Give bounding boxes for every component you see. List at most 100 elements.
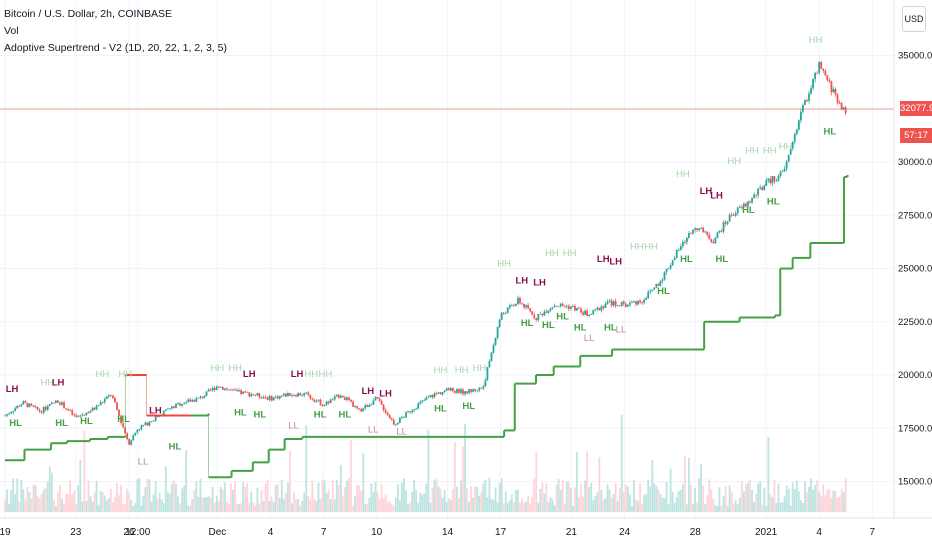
volume-bar	[545, 483, 548, 512]
volume-bar	[506, 502, 509, 512]
volume-bar	[683, 456, 686, 512]
candle-body	[651, 289, 654, 292]
supertrend-indicator-label[interactable]: Adoptive Supertrend - V2 (1D, 20, 22, 1,…	[4, 42, 227, 54]
candle-body	[89, 411, 92, 413]
swing-label-lh: LH	[597, 254, 610, 265]
candle-body	[69, 410, 72, 411]
volume-bar	[189, 505, 192, 512]
candle-body	[280, 395, 283, 397]
candle-body	[512, 305, 515, 306]
volume-bar	[270, 496, 273, 512]
volume-bar	[718, 487, 721, 512]
volume-bar	[439, 488, 442, 512]
symbol-title[interactable]: Bitcoin / U.S. Dollar, 2h, COINBASE	[4, 8, 173, 20]
candle-body	[193, 399, 196, 402]
candle-body	[380, 400, 383, 405]
swing-label-ll: LL	[138, 457, 149, 468]
swing-label-hl: HL	[604, 322, 617, 333]
candle-body	[107, 395, 110, 397]
candle-body	[276, 396, 279, 399]
candle-body	[681, 241, 684, 247]
candle-body	[698, 228, 701, 230]
volume-bar	[120, 484, 122, 512]
volume-bar	[291, 503, 293, 512]
volume-bar	[559, 489, 562, 512]
volume-bar	[130, 499, 133, 512]
volume-bar	[734, 500, 737, 512]
volume-bar	[401, 482, 403, 512]
volume-bars	[4, 415, 847, 512]
candle-body	[718, 230, 721, 233]
volume-bar	[341, 496, 344, 512]
candle-body	[519, 297, 521, 304]
volume-bar	[643, 495, 646, 512]
swing-label-hh: HH	[644, 241, 658, 252]
volume-bar	[425, 483, 428, 512]
currency-button[interactable]: USD	[902, 6, 926, 32]
volume-bar	[24, 499, 27, 512]
candle-body	[366, 405, 369, 407]
candle-body	[535, 318, 538, 321]
candle-body	[142, 425, 145, 426]
swing-label-lh: LH	[700, 186, 713, 197]
volume-bar	[360, 490, 363, 512]
volume-bar	[736, 504, 739, 512]
volume-bar	[154, 481, 157, 512]
candle-body	[606, 301, 609, 305]
swing-label-lh: LH	[533, 278, 546, 289]
candle-body	[116, 402, 118, 410]
volume-bar	[50, 472, 53, 512]
volume-bar	[101, 492, 104, 512]
candle-body	[757, 188, 760, 196]
candle-body	[574, 306, 576, 311]
volume-bar	[244, 487, 247, 512]
volume-bar	[122, 503, 124, 512]
candle-body	[201, 396, 204, 398]
time-tick-label: 24	[619, 527, 631, 538]
candle-body	[789, 148, 792, 155]
candle-body	[329, 399, 332, 404]
volume-bar	[238, 504, 240, 512]
candle-body	[61, 402, 63, 405]
volume-bar	[789, 505, 792, 512]
volume-indicator-label[interactable]: Vol	[4, 25, 19, 37]
volume-bar	[173, 480, 175, 512]
candle-body	[203, 395, 206, 398]
volume-bar	[61, 498, 63, 512]
volume-bar	[818, 491, 821, 512]
volume-bar	[419, 492, 422, 512]
candle-body	[266, 397, 269, 400]
volume-bar	[765, 505, 768, 512]
volume-bar	[307, 496, 310, 512]
swing-label-lh: LH	[243, 369, 256, 380]
candle-body	[679, 246, 682, 250]
candle-body	[246, 391, 249, 393]
swing-label-hh: HH	[563, 248, 577, 259]
candle-body	[602, 306, 605, 308]
volume-bar	[661, 497, 664, 512]
candle-body	[576, 307, 578, 311]
candle-body	[474, 389, 477, 391]
volume-bar	[26, 486, 29, 512]
volume-bar	[260, 489, 263, 512]
candle-body	[612, 301, 615, 306]
candle-body	[93, 407, 96, 410]
volume-bar	[453, 442, 456, 512]
swing-label-hh: HH	[228, 363, 242, 374]
candle-body	[189, 399, 192, 402]
candle-body	[795, 129, 798, 135]
volume-bar	[179, 503, 181, 512]
candle-body	[671, 260, 674, 266]
candle-body	[700, 227, 703, 229]
volume-bar	[787, 488, 790, 512]
candle-body	[759, 187, 762, 189]
volume-bar	[484, 479, 487, 512]
volume-bar	[596, 492, 599, 512]
volume-bar	[844, 478, 847, 512]
volume-bar	[563, 504, 566, 512]
candle-body	[472, 389, 475, 392]
candle-body	[657, 284, 660, 286]
volume-bar	[655, 486, 658, 512]
candle-body	[38, 409, 41, 412]
